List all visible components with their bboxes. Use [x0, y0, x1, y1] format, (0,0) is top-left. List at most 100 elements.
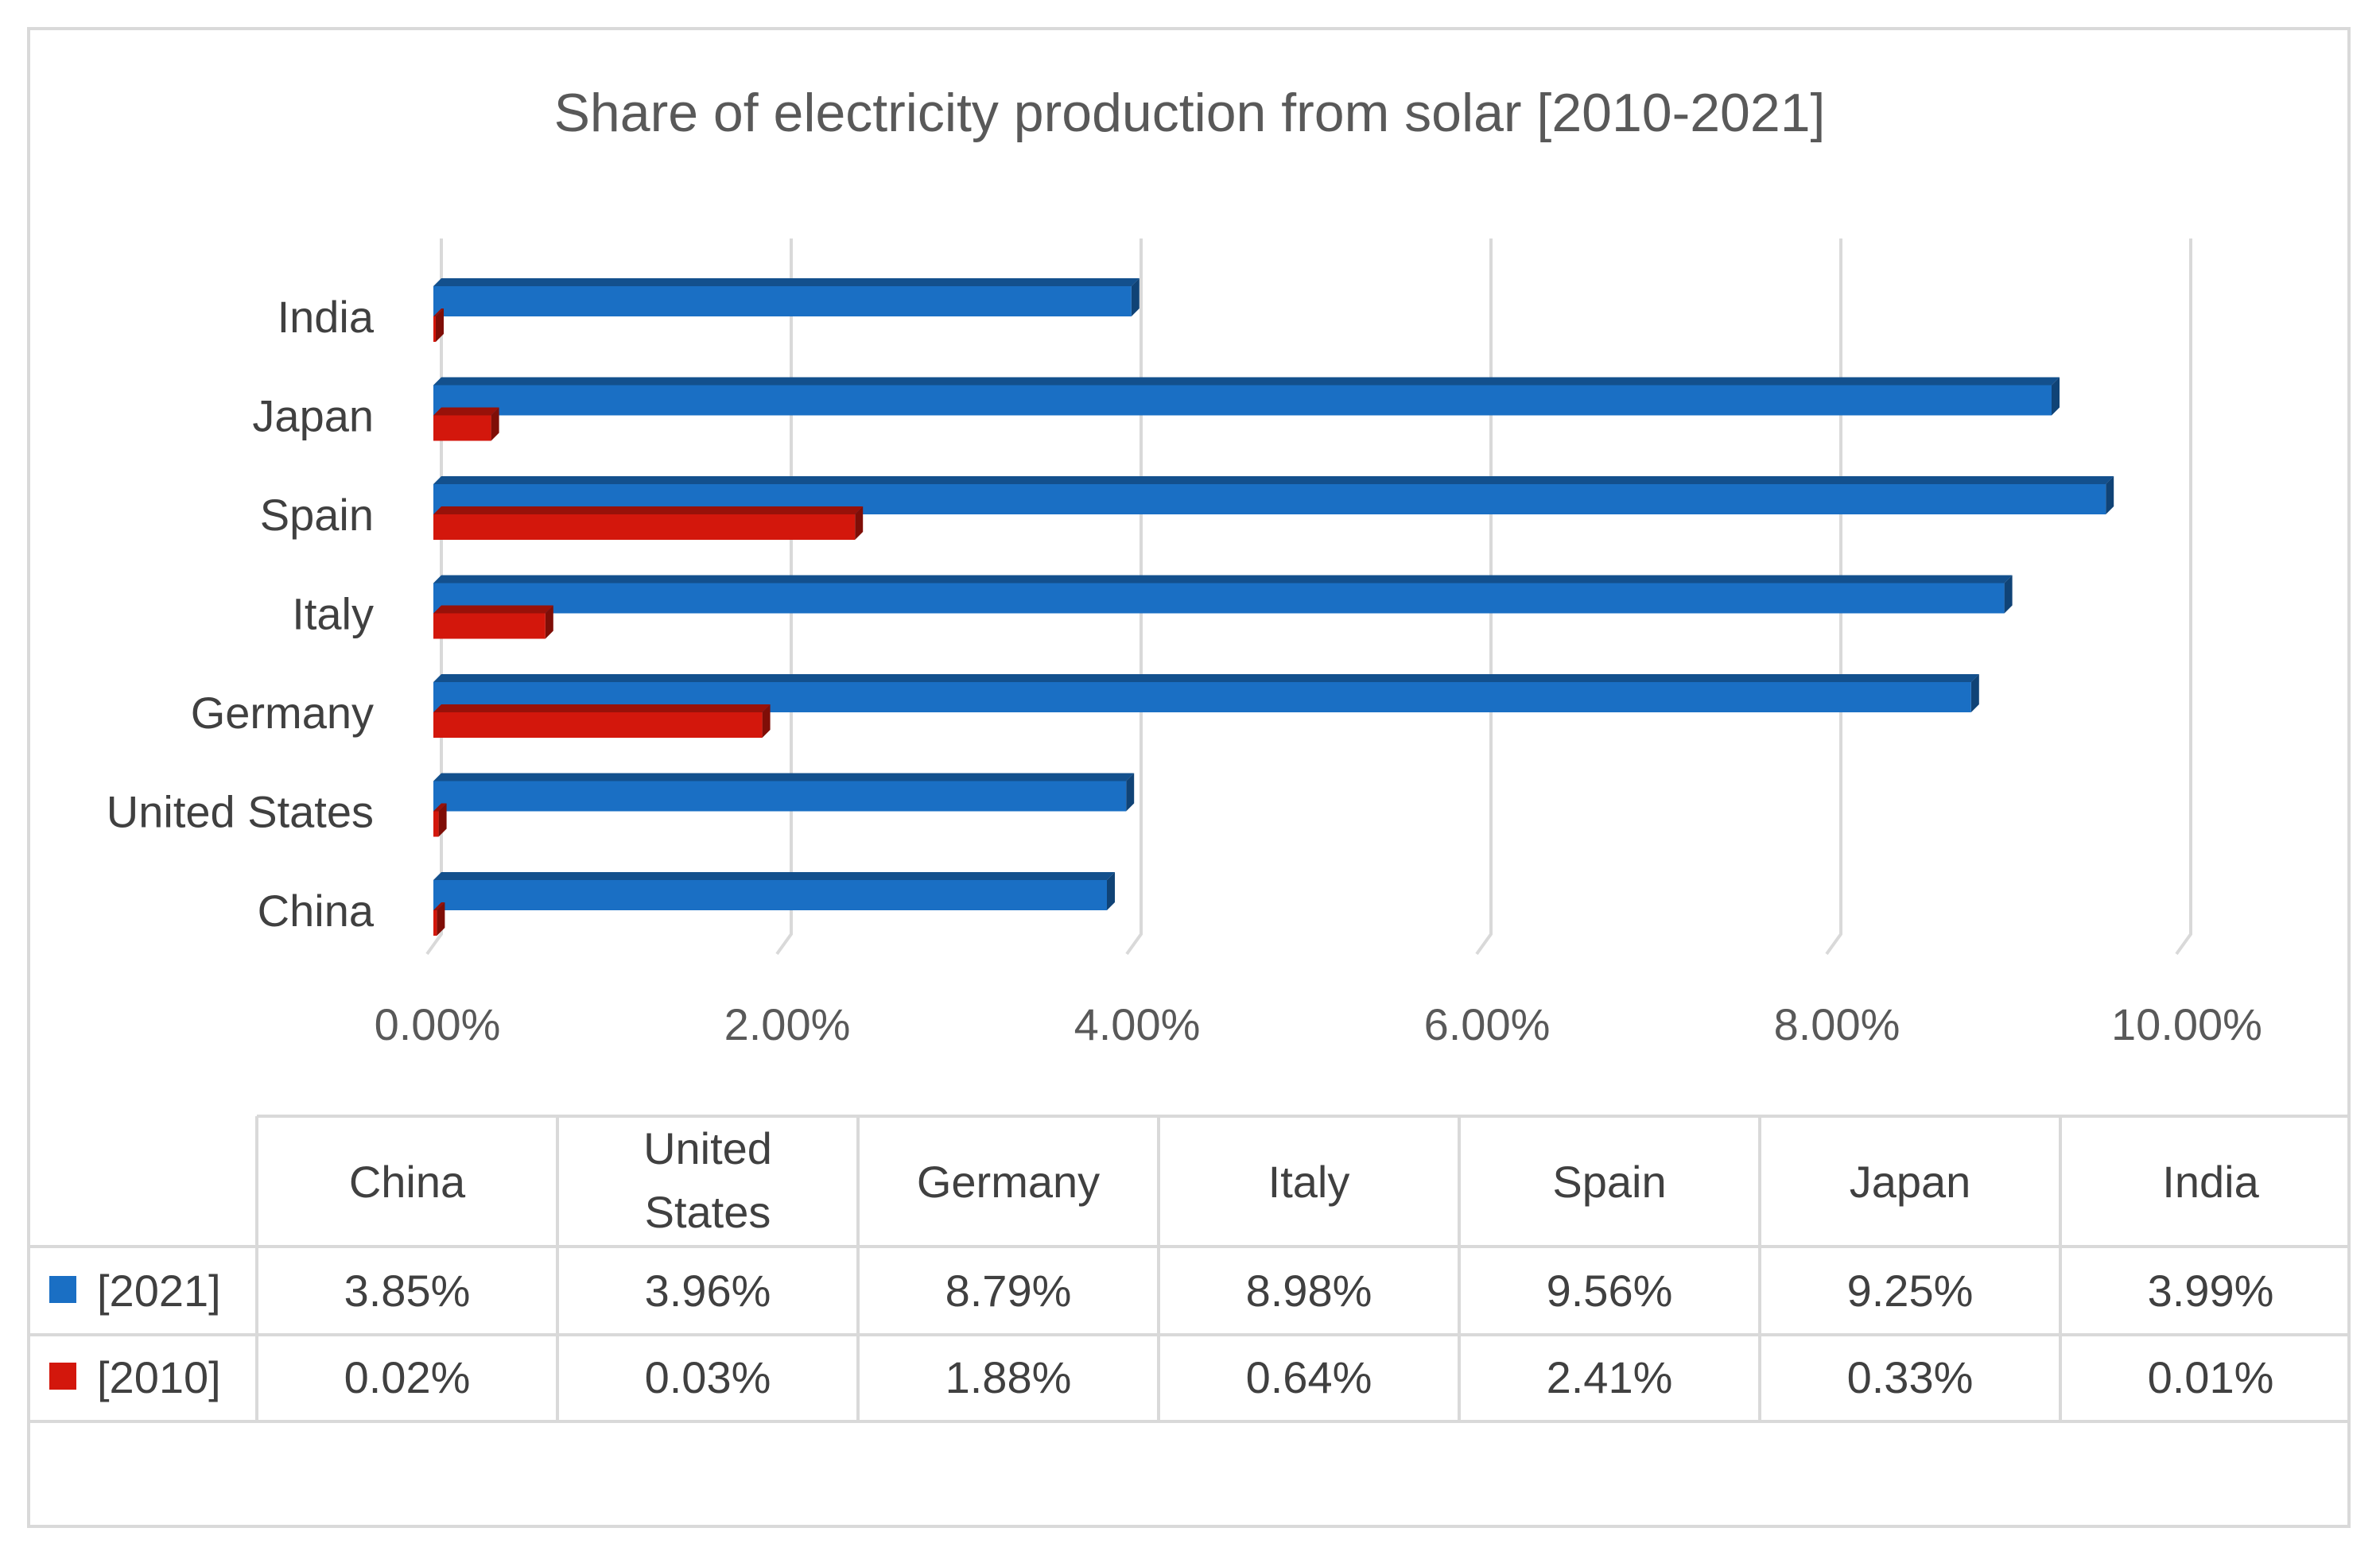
- bar-side-face: [437, 902, 445, 936]
- bar-front-face: [433, 286, 1132, 316]
- bar-front-face: [433, 613, 545, 639]
- table-header-cell: United States: [643, 1123, 772, 1237]
- table-header-cell: India: [2162, 1157, 2259, 1207]
- bar-2021: [433, 773, 1135, 812]
- bar-front-face: [433, 514, 856, 540]
- category-label: India: [278, 292, 375, 342]
- bar-2010: [433, 605, 553, 639]
- gridline: [775, 238, 793, 956]
- bar-top-face: [433, 308, 444, 316]
- bar-top-face: [433, 575, 2013, 584]
- bar-front-face: [433, 781, 1127, 812]
- bar-side-face: [436, 308, 444, 342]
- bar-top-face: [433, 278, 1140, 286]
- table-value-cell: 0.02%: [344, 1352, 471, 1402]
- table-header-cell: Germany: [917, 1157, 1100, 1207]
- gridline: [1825, 238, 1842, 956]
- bar-front-face: [433, 385, 2052, 416]
- gridline: [425, 238, 443, 956]
- x-tick-label: 8.00%: [1774, 999, 1901, 1049]
- bar-2010: [433, 506, 864, 540]
- bar-2021: [433, 575, 2013, 614]
- category-label: Spain: [260, 490, 374, 540]
- bar-2010: [433, 308, 444, 342]
- bar-2021: [433, 377, 2060, 416]
- table-value-cell: 1.88%: [945, 1352, 1072, 1402]
- category-label: United States: [107, 787, 374, 837]
- table-value-cell: 2.41%: [1547, 1352, 1673, 1402]
- bar-2010: [433, 803, 447, 837]
- bar-2021: [433, 278, 1140, 316]
- table-value-cell: 8.98%: [1246, 1266, 1372, 1316]
- bar-top-face: [433, 506, 864, 514]
- bar-front-face: [433, 415, 491, 441]
- bar-2010: [433, 704, 771, 738]
- bar-top-face: [433, 704, 771, 712]
- chart-title: Share of electricity production from sol…: [554, 83, 1826, 143]
- table-header-cell: China: [349, 1157, 466, 1207]
- table-value-cell: 3.85%: [344, 1266, 471, 1316]
- category-label: Japan: [252, 391, 374, 441]
- bar-side-face: [2004, 575, 2013, 614]
- bar-top-face: [433, 773, 1135, 781]
- table-header-line: States: [645, 1187, 771, 1237]
- table-header-cell: Spain: [1552, 1157, 1666, 1207]
- bar-top-face: [433, 902, 445, 910]
- bar-side-face: [762, 704, 771, 738]
- x-tick-label: 10.00%: [2111, 999, 2262, 1049]
- category-label: Germany: [191, 688, 374, 738]
- bar-front-face: [433, 712, 763, 738]
- x-tick-label: 0.00%: [375, 999, 501, 1049]
- legend-label: [2010]: [97, 1352, 221, 1402]
- x-tick-label: 6.00%: [1424, 999, 1551, 1049]
- table-header-cell: Japan: [1850, 1157, 1971, 1207]
- bar-front-face: [433, 316, 436, 342]
- x-tick-label: 4.00%: [1074, 999, 1201, 1049]
- table-header-line: United: [643, 1123, 772, 1173]
- bar-side-face: [1131, 278, 1140, 316]
- legend-key-2021: [49, 1276, 76, 1303]
- bar-side-face: [1970, 674, 1979, 712]
- bar-front-face: [433, 811, 439, 837]
- bar-front-face: [433, 880, 1107, 910]
- bar-side-face: [2106, 476, 2114, 514]
- bar-side-face: [545, 605, 553, 639]
- bar-side-face: [1126, 773, 1135, 812]
- bar-top-face: [433, 872, 1115, 880]
- legend-label: [2021]: [97, 1266, 221, 1316]
- legend-key-2010: [49, 1363, 76, 1390]
- table-value-cell: 0.64%: [1246, 1352, 1372, 1402]
- bar-front-face: [433, 583, 2005, 614]
- bar-top-face: [433, 674, 1979, 682]
- bar-top-face: [433, 803, 447, 812]
- gridline: [1125, 238, 1143, 956]
- table-value-cell: 0.33%: [1847, 1352, 1974, 1402]
- bar-2010: [433, 407, 499, 441]
- bar-side-face: [1107, 872, 1115, 910]
- bar-side-face: [855, 506, 864, 540]
- bar-top-face: [433, 605, 553, 614]
- table-value-cell: 8.79%: [945, 1266, 1072, 1316]
- table-value-cell: 3.99%: [2148, 1266, 2274, 1316]
- x-tick-label: 2.00%: [724, 999, 851, 1049]
- gridline: [2175, 238, 2192, 956]
- bar-side-face: [2052, 377, 2060, 416]
- bar-top-face: [433, 407, 499, 416]
- gridline: [1475, 238, 1493, 956]
- category-label: Italy: [292, 589, 374, 639]
- bar-2021: [433, 872, 1115, 910]
- category-label: China: [258, 886, 375, 936]
- bar-2021: [433, 476, 2114, 514]
- bar-side-face: [438, 803, 447, 837]
- bar-top-face: [433, 476, 2114, 484]
- chart-frame: [27, 27, 2351, 1528]
- table-value-cell: 3.96%: [645, 1266, 771, 1316]
- bar-2010: [433, 902, 445, 936]
- table-value-cell: 9.56%: [1547, 1266, 1673, 1316]
- table-value-cell: 9.25%: [1847, 1266, 1974, 1316]
- bar-front-face: [433, 910, 437, 936]
- bar-top-face: [433, 377, 2060, 386]
- bar-side-face: [491, 407, 499, 441]
- table-value-cell: 0.03%: [645, 1352, 771, 1402]
